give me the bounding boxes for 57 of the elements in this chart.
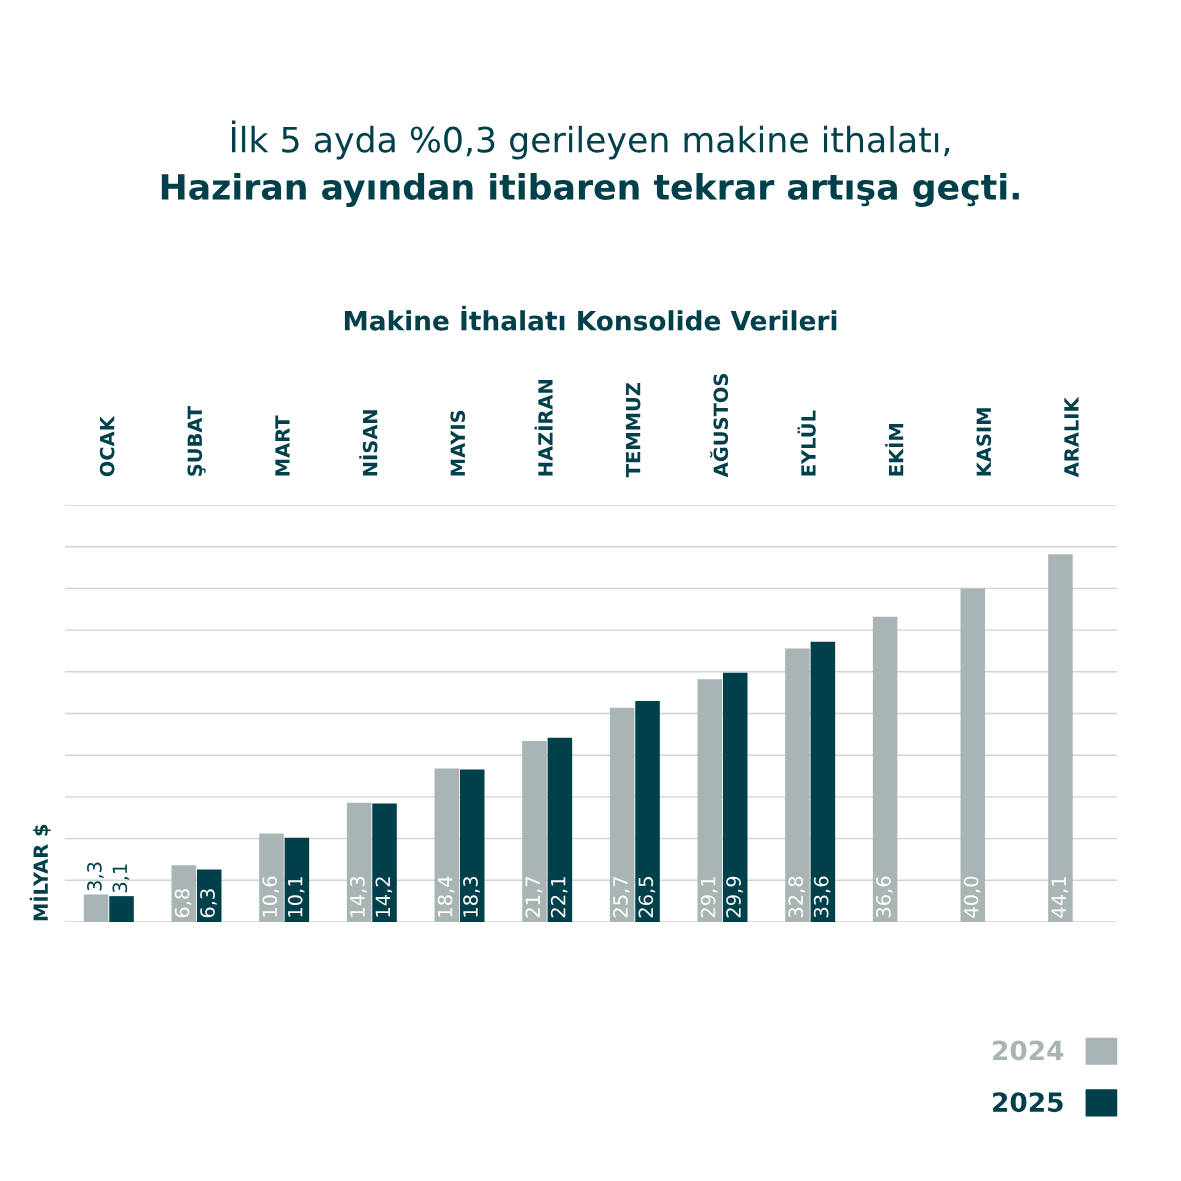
bar bbox=[785, 648, 810, 922]
data-label: 18,3 bbox=[463, 876, 480, 917]
x-tick-label: MAYIS bbox=[450, 410, 466, 476]
bar bbox=[434, 768, 460, 922]
x-tick-label: ŞUBAT bbox=[187, 405, 206, 476]
data-label: 6,8 bbox=[174, 889, 192, 918]
data-label: 25,7 bbox=[613, 877, 630, 918]
data-label: 36,6 bbox=[876, 876, 893, 918]
x-tick-label: NİSAN bbox=[359, 410, 378, 476]
x-tick-label: HAZİRAN bbox=[534, 380, 553, 476]
bar bbox=[722, 672, 748, 922]
bar bbox=[372, 803, 397, 922]
data-label: 44,1 bbox=[1051, 877, 1069, 918]
data-label: 6,3 bbox=[200, 889, 217, 918]
bar bbox=[346, 802, 372, 922]
x-tick-label: KASIM bbox=[976, 408, 992, 476]
bar bbox=[522, 741, 547, 922]
data-label: 10,6 bbox=[262, 876, 280, 917]
x-tick-label: AĞUSTOS bbox=[709, 374, 729, 478]
bar bbox=[83, 894, 109, 922]
chart-title: İlk 5 ayda %0,3 gerileyen makine ithalatı, Haziran ayından itibaren tekrar artışa geçti. bbox=[161, 120, 1019, 207]
x-tick-label: TEMMUZ bbox=[626, 382, 641, 478]
bar bbox=[547, 737, 573, 922]
data-label: 18,4 bbox=[437, 876, 455, 917]
bar bbox=[109, 896, 134, 922]
data-label: 29,9 bbox=[726, 876, 743, 918]
x-tick-label: MART bbox=[275, 415, 290, 476]
data-label: 3,1 bbox=[112, 864, 130, 893]
x-tick-label: EKİM bbox=[885, 424, 904, 476]
bar bbox=[1048, 554, 1073, 922]
bar bbox=[697, 679, 723, 922]
data-label: 32,8 bbox=[788, 876, 806, 918]
bar bbox=[459, 769, 485, 922]
data-label: 14,2 bbox=[375, 877, 393, 917]
data-label: 26,5 bbox=[638, 877, 656, 918]
bar bbox=[609, 707, 635, 922]
bar bbox=[960, 588, 986, 922]
data-label: 21,7 bbox=[525, 877, 543, 918]
bar bbox=[284, 837, 310, 922]
x-tick-label: EYLÜL bbox=[797, 410, 816, 476]
chart-subtitle: Makine İthalatı Konsolide Verileri bbox=[344, 305, 837, 331]
y-axis-title: MİLYAR $ bbox=[29, 824, 51, 921]
data-label: 10,1 bbox=[287, 877, 305, 917]
data-label: 29,1 bbox=[700, 877, 718, 918]
data-label: 33,6 bbox=[813, 876, 831, 918]
x-tick-label: ARALIK bbox=[1064, 396, 1079, 478]
data-label: 14,3 bbox=[350, 876, 367, 917]
legend-label: 2024 bbox=[993, 1040, 1064, 1061]
x-tick-label: OCAK bbox=[99, 415, 115, 477]
data-label: 22,1 bbox=[550, 877, 568, 918]
bar bbox=[635, 700, 660, 922]
bar bbox=[259, 833, 284, 922]
bar bbox=[810, 641, 836, 922]
legend-label: 2025 bbox=[993, 1092, 1063, 1113]
bar bbox=[872, 616, 898, 922]
data-label: 3,3 bbox=[87, 862, 104, 891]
data-label: 40,0 bbox=[963, 876, 981, 918]
